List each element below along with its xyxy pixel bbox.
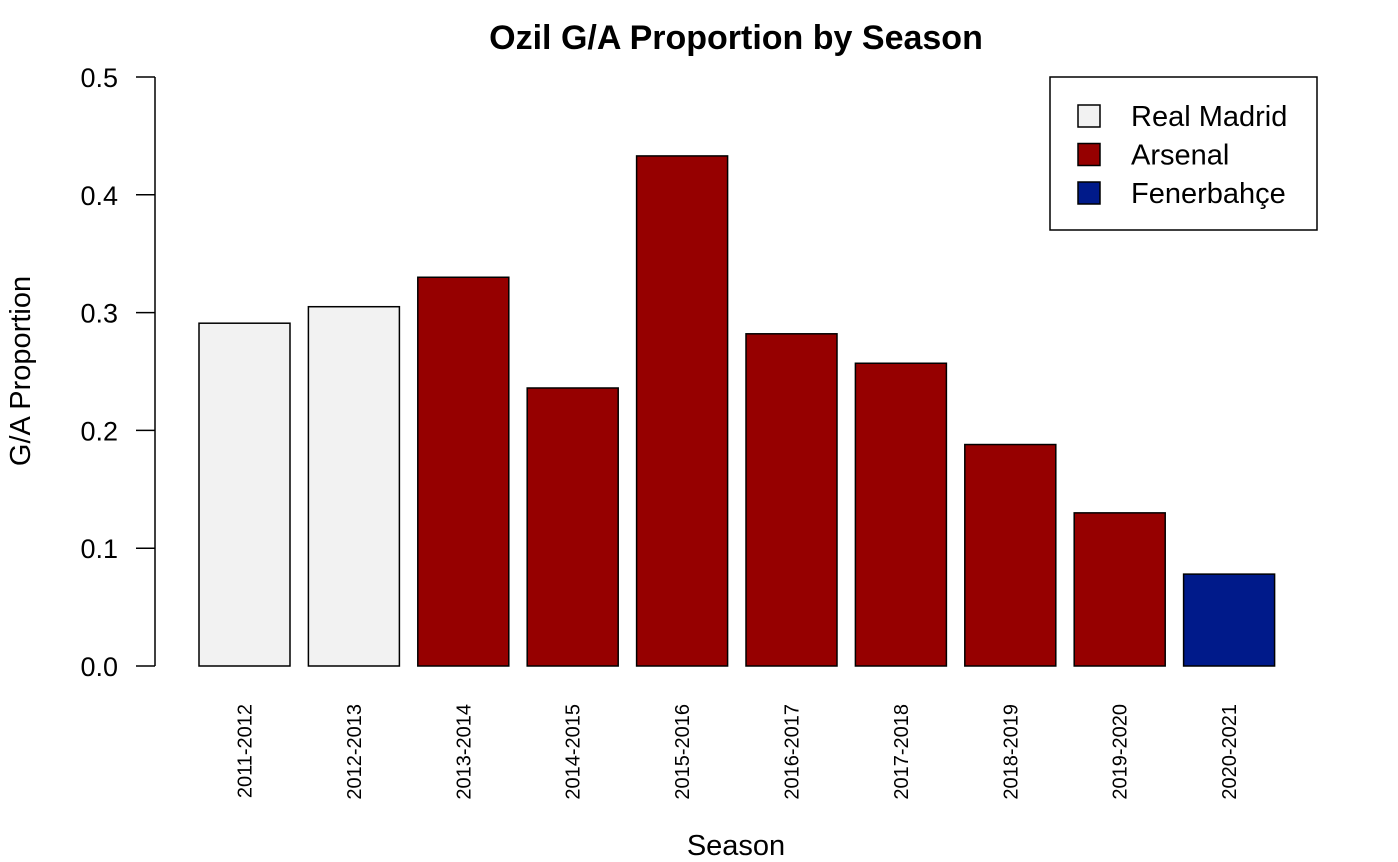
x-tick-labels: 2011-2012 2012-2013 2013-2014 2014-2015 2015…: [235, 704, 1242, 800]
bar-2013-2014: [417, 276, 510, 667]
y-tick-label: 0.1: [80, 534, 118, 564]
bar-2011-2012: [198, 322, 291, 667]
x-tick-label: 2011-2012: [235, 704, 257, 798]
x-tick-label: 2012-2013: [344, 704, 366, 800]
bars: [198, 155, 1276, 667]
x-tick-label: 2019-2020: [1110, 704, 1132, 800]
chart-title: Ozil G/A Proportion by Season: [489, 19, 983, 57]
bar-2016-2017: [745, 333, 838, 667]
y-axis: 0.0 0.1 0.2 0.3 0.4 0.5: [80, 63, 156, 682]
y-tick-label: 0.4: [80, 181, 118, 211]
bar-2019-2020: [1073, 512, 1166, 667]
legend-swatch: [1077, 142, 1101, 167]
legend-swatch: [1077, 104, 1101, 128]
x-tick-label: 2015-2016: [672, 704, 694, 800]
x-tick-label: 2018-2019: [1000, 704, 1022, 800]
y-tick-label: 0.0: [80, 652, 118, 682]
y-tick-label: 0.2: [80, 416, 118, 446]
bar-2020-2021: [1182, 573, 1276, 667]
legend-label: Arsenal: [1131, 140, 1229, 172]
x-tick-label: 2020-2021: [1219, 704, 1241, 800]
y-tick-label: 0.5: [80, 63, 118, 93]
x-tick-label: 2013-2014: [453, 704, 475, 800]
bar-2017-2018: [854, 362, 948, 667]
bar-2014-2015: [526, 387, 619, 667]
x-tick-label: 2017-2018: [891, 704, 913, 800]
y-axis-label: G/A Proportion: [5, 276, 37, 466]
legend-label: Fenerbahçe: [1131, 178, 1286, 210]
x-tick-label: 2016-2017: [782, 704, 804, 800]
y-tick-label: 0.3: [80, 299, 118, 329]
legend: Real Madrid Arsenal Fenerbahçe: [1049, 76, 1318, 231]
bar-2012-2013: [307, 305, 401, 667]
legend-label: Real Madrid: [1131, 101, 1287, 133]
x-axis-label: Season: [687, 830, 785, 862]
x-tick-label: 2014-2015: [563, 704, 585, 800]
bar-2015-2016: [635, 155, 729, 667]
legend-swatch: [1077, 181, 1101, 205]
bar-2018-2019: [964, 443, 1057, 667]
